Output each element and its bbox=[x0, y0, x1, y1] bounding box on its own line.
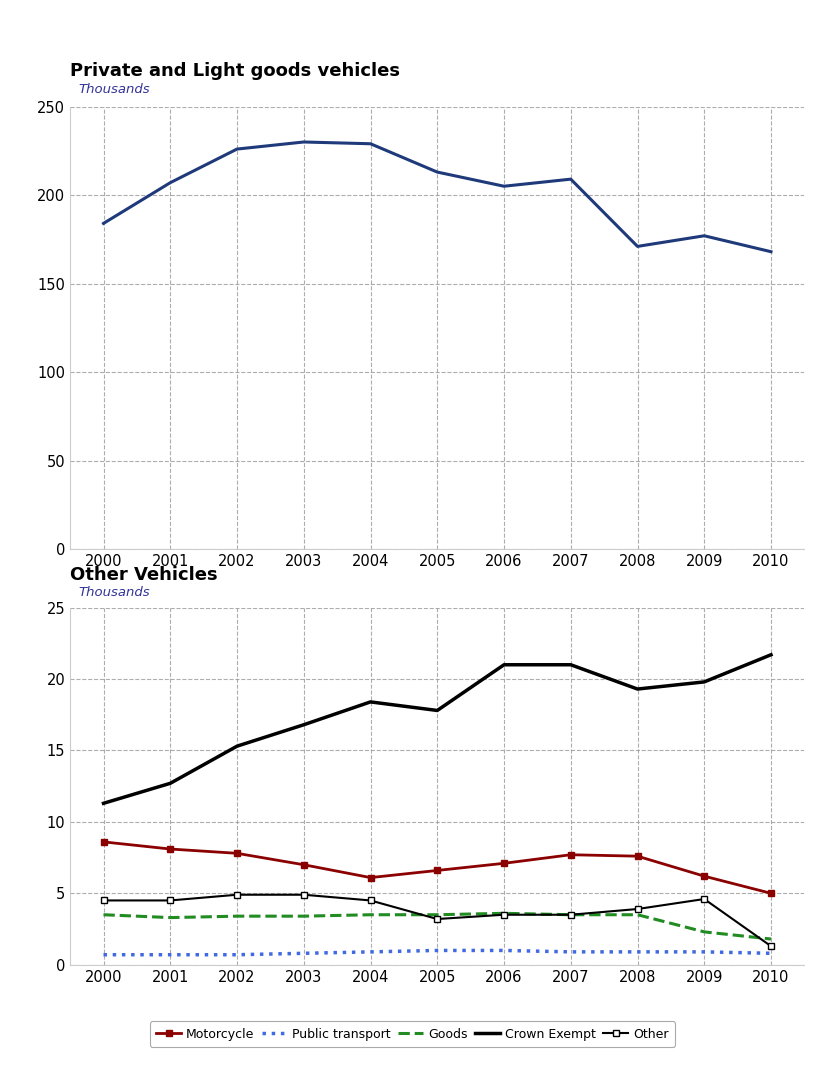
Text: Thousands: Thousands bbox=[78, 83, 150, 96]
Other bbox=[633, 903, 643, 916]
Goods bbox=[165, 911, 175, 924]
Motorcycle bbox=[700, 870, 710, 883]
Text: Thousands: Thousands bbox=[78, 586, 150, 599]
Public transport bbox=[633, 946, 643, 958]
Crown Exempt bbox=[633, 682, 643, 695]
Goods bbox=[633, 908, 643, 921]
Motorcycle bbox=[633, 850, 643, 862]
Line: Motorcycle: Motorcycle bbox=[100, 839, 775, 897]
Other bbox=[766, 940, 776, 953]
Text: Other Vehicles: Other Vehicles bbox=[70, 566, 218, 584]
Public transport bbox=[566, 946, 576, 958]
Other bbox=[232, 888, 242, 901]
Crown Exempt bbox=[766, 648, 776, 661]
Motorcycle bbox=[766, 887, 776, 900]
Other bbox=[365, 894, 375, 907]
Text: Private and Light goods vehicles: Private and Light goods vehicles bbox=[70, 62, 400, 80]
Public transport bbox=[766, 947, 776, 959]
Goods bbox=[766, 933, 776, 946]
Other bbox=[700, 892, 710, 905]
Crown Exempt bbox=[165, 777, 175, 790]
Line: Other: Other bbox=[100, 891, 775, 950]
Crown Exempt bbox=[299, 718, 309, 731]
Crown Exempt bbox=[432, 704, 442, 716]
Public transport bbox=[499, 944, 509, 957]
Goods bbox=[499, 907, 509, 920]
Line: Public transport: Public transport bbox=[103, 951, 771, 955]
Motorcycle bbox=[232, 846, 242, 859]
Motorcycle bbox=[499, 857, 509, 870]
Other bbox=[566, 908, 576, 921]
Line: Crown Exempt: Crown Exempt bbox=[103, 655, 771, 804]
Public transport bbox=[98, 949, 108, 962]
Crown Exempt bbox=[499, 659, 509, 672]
Goods bbox=[432, 908, 442, 921]
Legend: Motorcycle, Public transport, Goods, Crown Exempt, Other: Motorcycle, Public transport, Goods, Cro… bbox=[150, 1021, 675, 1047]
Crown Exempt bbox=[700, 676, 710, 689]
Public transport bbox=[299, 947, 309, 959]
Public transport bbox=[432, 944, 442, 957]
Crown Exempt bbox=[232, 740, 242, 753]
Goods bbox=[299, 909, 309, 922]
Public transport bbox=[232, 949, 242, 962]
Goods bbox=[232, 909, 242, 922]
Goods bbox=[700, 925, 710, 938]
Motorcycle bbox=[365, 871, 375, 884]
Goods bbox=[365, 908, 375, 921]
Goods bbox=[98, 908, 108, 921]
Public transport bbox=[365, 946, 375, 958]
Motorcycle bbox=[98, 836, 108, 849]
Other bbox=[165, 894, 175, 907]
Motorcycle bbox=[165, 842, 175, 855]
Motorcycle bbox=[566, 849, 576, 861]
Goods bbox=[566, 908, 576, 921]
Crown Exempt bbox=[365, 695, 375, 708]
Public transport bbox=[700, 946, 710, 958]
Motorcycle bbox=[299, 858, 309, 871]
Crown Exempt bbox=[98, 797, 108, 810]
Other bbox=[98, 894, 108, 907]
Line: Goods: Goods bbox=[103, 914, 771, 939]
Other bbox=[499, 908, 509, 921]
Crown Exempt bbox=[566, 659, 576, 672]
Other bbox=[299, 888, 309, 901]
Motorcycle bbox=[432, 865, 442, 877]
Other bbox=[432, 912, 442, 925]
Public transport bbox=[165, 949, 175, 962]
